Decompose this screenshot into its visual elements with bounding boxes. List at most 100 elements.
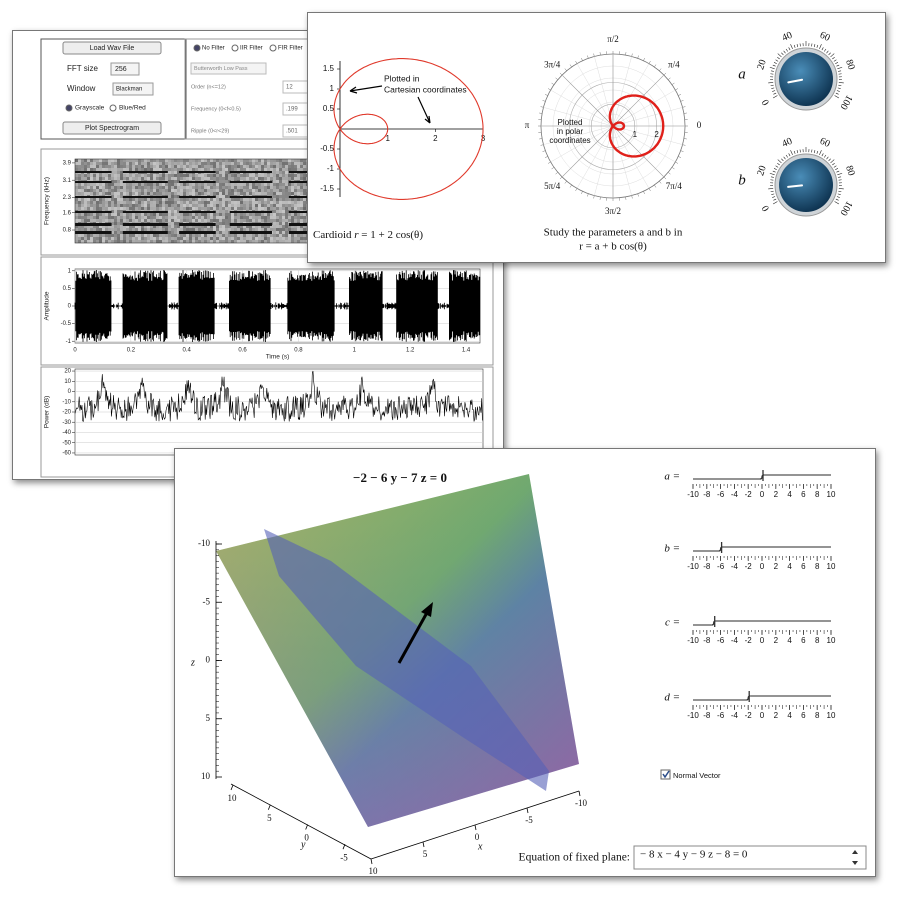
spectrogram-cell (270, 201, 273, 204)
slider-thumb[interactable] (718, 542, 723, 553)
spinner[interactable] (852, 850, 858, 865)
spectrogram-cell (156, 201, 159, 204)
spectrogram-cell (105, 213, 108, 216)
filter-dropdown[interactable] (190, 62, 267, 75)
slider-tick-label: 6 (801, 636, 806, 645)
spectrogram-cell (291, 168, 294, 171)
spectrogram-cell (117, 207, 120, 210)
knob-scale-tick (781, 158, 784, 162)
filter-radio[interactable] (231, 44, 239, 52)
spectrogram-cell (102, 186, 105, 189)
spectrogram-cell (216, 159, 219, 162)
spectrogram-cell (189, 213, 192, 216)
spectrogram-cell (204, 204, 207, 207)
spectrogram-cell (213, 183, 216, 186)
slider-tick-label: 0 (760, 490, 765, 499)
spectrogram-cell (273, 213, 276, 216)
spectrogram-cell (135, 177, 138, 180)
spectrogram-cell (297, 165, 300, 168)
spectrogram-cell (156, 165, 159, 168)
spectrogram-cell (237, 192, 240, 195)
spectrogram-cell (261, 189, 264, 192)
spectrogram-cell (204, 162, 207, 165)
spectrogram-cell (75, 159, 78, 162)
window-dropdown[interactable] (112, 82, 154, 96)
knob[interactable] (779, 52, 833, 106)
spectrogram-cell (228, 174, 231, 177)
spectrogram-cell (219, 159, 222, 162)
checkbox[interactable] (660, 769, 671, 780)
color-radio[interactable] (109, 104, 117, 112)
spectrogram-cell (285, 219, 288, 222)
color-radio[interactable] (65, 104, 73, 112)
spectrogram-cell (144, 225, 147, 228)
spectrogram-cell (141, 204, 144, 207)
spectrogram-cell (285, 225, 288, 228)
spectrogram-cell (147, 177, 150, 180)
spectrogram-cell (219, 183, 222, 186)
spectrogram-cell (210, 204, 213, 207)
spectrogram-cell (243, 165, 246, 168)
spectrogram-cell (144, 189, 147, 192)
spectrogram-cell (207, 237, 210, 240)
polar-rim-tick (680, 150, 684, 152)
caption: Cardioid r = 1 + 2 cos(θ) (313, 229, 423, 241)
spectrogram-cell (255, 192, 258, 195)
spectrogram-cell (273, 204, 276, 207)
spectrogram-cell (285, 159, 288, 162)
plot-button[interactable] (62, 121, 162, 135)
spectrogram-cell (294, 204, 297, 207)
spectrogram-cell (180, 237, 183, 240)
spectrogram-cell (90, 234, 93, 237)
knob-scale-tick (836, 170, 840, 173)
slider-thumb[interactable] (759, 470, 765, 481)
spectrogram-cell (297, 177, 300, 180)
spectrogram-cell (75, 177, 78, 180)
filter-radio[interactable] (193, 44, 201, 52)
spectrogram-cell (222, 165, 225, 168)
spectrogram-cell (282, 210, 285, 213)
spectrogram-cell (171, 177, 174, 180)
spectrogram-cell (126, 177, 129, 180)
fft-dropdown[interactable] (110, 62, 140, 76)
knob-scale-tick (832, 162, 835, 166)
spectrogram-cell (144, 234, 147, 237)
spectrogram-cell (297, 213, 300, 216)
spectrogram-cell (303, 192, 306, 195)
spectrogram-cell (246, 186, 249, 189)
spectrogram-cell (183, 186, 186, 189)
spectrogram-cell (132, 201, 135, 204)
spectrogram-cell (132, 168, 135, 171)
slider-thumb[interactable] (711, 616, 716, 627)
y-tick-label: 0 (304, 833, 309, 843)
slider-tick-label: 6 (801, 562, 806, 571)
spectrogram-cell (243, 201, 246, 204)
spectrogram-cell (240, 168, 243, 171)
spectrogram-cell (195, 183, 198, 186)
spectrogram-cell (252, 189, 255, 192)
spectrogram-cell (114, 228, 117, 231)
spectrogram-cell (189, 228, 192, 231)
spectrogram-cell (138, 189, 141, 192)
spectrogram-cell (207, 225, 210, 228)
spectrogram-cell (195, 189, 198, 192)
spectrogram-cell (177, 237, 180, 240)
polar-spoke (612, 89, 676, 127)
spectrogram-cell (261, 216, 264, 219)
knob[interactable] (779, 158, 833, 212)
plane-window: −2 − 6 y − 7 z = 0 -10 -5 0 5 10 z 10 5 0 -5 y 10 5 0-… (174, 448, 876, 877)
filter-radio[interactable] (269, 44, 277, 52)
spectrogram-cell (99, 186, 102, 189)
fixed-plane-input[interactable] (633, 845, 867, 870)
spectrogram-cell (291, 237, 294, 240)
spectrogram-cell (219, 222, 222, 225)
spectrogram-cell (270, 234, 273, 237)
spectrogram-cell (192, 174, 195, 177)
load-button[interactable] (62, 41, 162, 55)
annotation: Plotted (558, 118, 583, 127)
spectrogram-cell (210, 228, 213, 231)
spectrogram-cell (225, 162, 228, 165)
spectrogram-cell (102, 225, 105, 228)
slider-thumb[interactable] (746, 691, 751, 702)
